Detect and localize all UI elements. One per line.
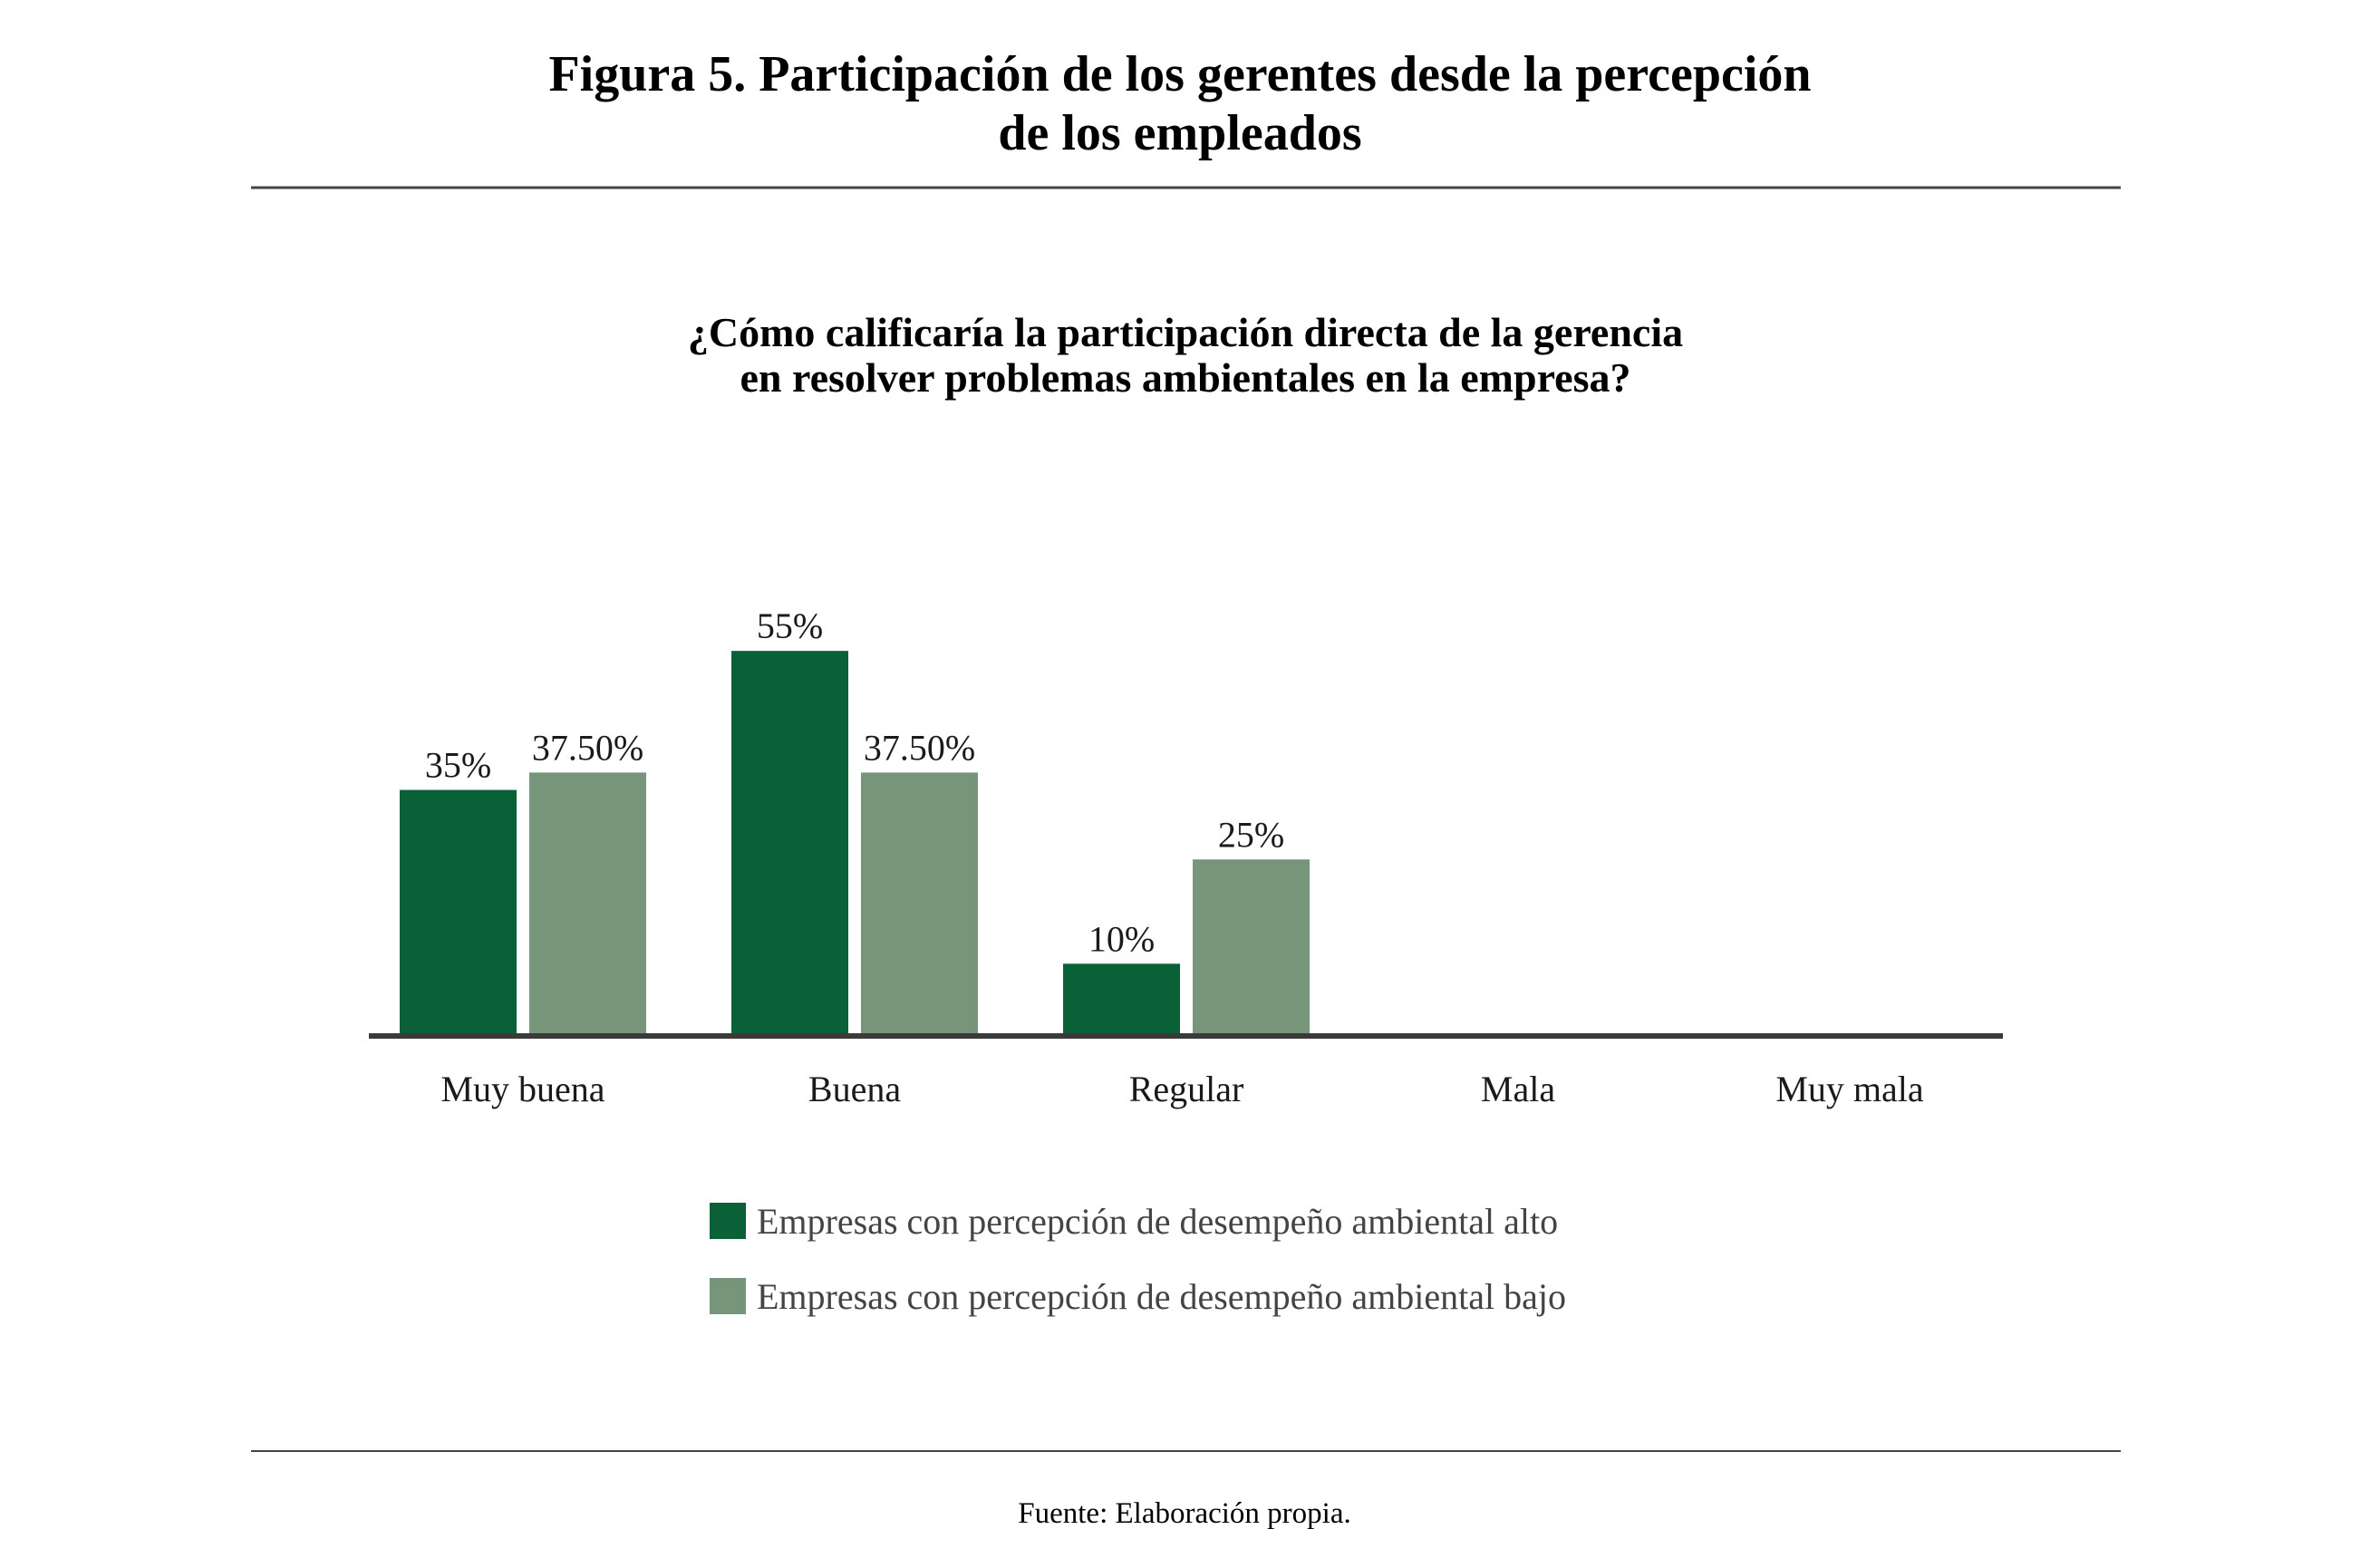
bar-alto-1	[731, 651, 848, 1033]
bar-alto-2	[1063, 963, 1180, 1033]
data-label: 10%	[1088, 918, 1155, 959]
x-tick-label: Regular	[1129, 1069, 1244, 1109]
chart-title-line2: en resolver problemas ambientales en la …	[740, 354, 1631, 401]
legend-swatch-alto	[710, 1203, 746, 1239]
x-tick-label: Muy mala	[1775, 1069, 1924, 1109]
chart-title-line1: ¿Cómo calificaría la participación direc…	[688, 309, 1683, 355]
source-note: Fuente: Elaboración propia.	[1018, 1497, 1350, 1530]
figure-title-line2: de los empleados	[998, 105, 1361, 161]
x-tick-labels: Muy buena Buena Regular Mala Muy mala	[440, 1069, 1923, 1109]
data-label: 55%	[757, 605, 823, 646]
data-label: 37.50%	[532, 727, 643, 768]
bar-bajo-0	[529, 772, 646, 1033]
x-tick-label: Buena	[808, 1069, 901, 1109]
data-label: 37.50%	[864, 727, 975, 768]
legend-swatch-bajo	[710, 1278, 746, 1314]
legend: Empresas con percepción de desempeño amb…	[710, 1201, 1566, 1317]
bar-alto-0	[400, 789, 517, 1033]
bars: 35% 37.50% 55% 37.50% 10% 25%	[400, 605, 1310, 1033]
figure-title-line1: Figura 5. Participación de los gerentes …	[548, 46, 1811, 102]
x-tick-label: Muy buena	[440, 1069, 605, 1109]
bar-bajo-2	[1193, 859, 1310, 1033]
data-label: 25%	[1218, 814, 1284, 855]
x-tick-label: Mala	[1481, 1069, 1555, 1109]
legend-label-alto: Empresas con percepción de desempeño amb…	[757, 1201, 1558, 1242]
bar-bajo-1	[861, 772, 978, 1033]
data-label: 35%	[425, 745, 491, 786]
legend-label-bajo: Empresas con percepción de desempeño amb…	[757, 1276, 1566, 1317]
